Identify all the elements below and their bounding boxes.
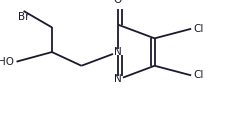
Text: N: N <box>114 47 122 57</box>
Text: Cl: Cl <box>194 24 204 34</box>
Text: HO: HO <box>0 57 14 67</box>
Text: O: O <box>114 0 122 5</box>
Text: Cl: Cl <box>194 70 204 80</box>
Text: Br: Br <box>18 12 29 22</box>
Text: N: N <box>114 75 122 84</box>
